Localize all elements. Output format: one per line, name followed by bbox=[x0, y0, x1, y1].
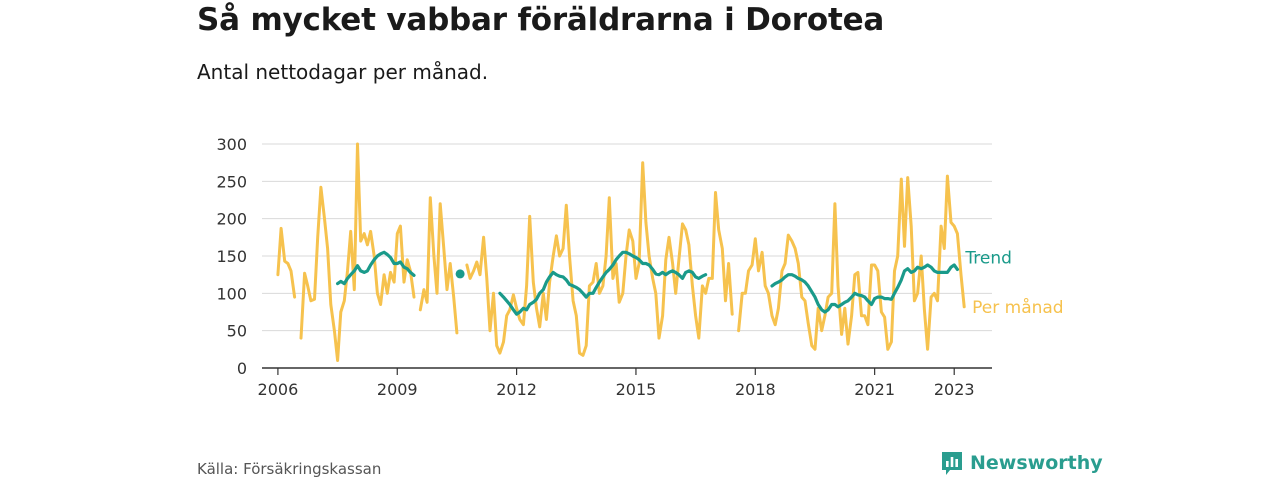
trend-point bbox=[455, 269, 465, 279]
newsworthy-logo-icon bbox=[942, 452, 962, 475]
monthly-series-line bbox=[465, 161, 734, 357]
trend-series-label: Trend bbox=[964, 248, 1012, 268]
monthly-series-label: Per månad bbox=[972, 297, 1063, 318]
y-tick-label: 100 bbox=[216, 284, 247, 303]
monthly-series-line bbox=[418, 196, 459, 335]
source-note: Källa: Försäkringskassan bbox=[197, 460, 382, 478]
y-tick-label: 50 bbox=[227, 322, 247, 341]
x-tick-label: 2018 bbox=[735, 380, 776, 399]
x-tick-label: 2012 bbox=[496, 380, 537, 399]
chart-title: Så mycket vabbar föräldrarna i Dorotea bbox=[197, 2, 885, 38]
y-tick-label: 150 bbox=[216, 247, 247, 266]
x-tick-label: 2015 bbox=[616, 380, 657, 399]
x-tick-label: 2006 bbox=[258, 380, 299, 399]
monthly-series-line bbox=[276, 226, 297, 299]
x-axis-ticks: 2006 2009 2012 2015 2018 2021 2023 bbox=[258, 367, 992, 399]
monthly-series-line bbox=[737, 174, 966, 351]
y-tick-label: 250 bbox=[216, 172, 247, 191]
x-tick-label: 2009 bbox=[377, 380, 418, 399]
x-tick-label: 2023 bbox=[934, 380, 975, 399]
series-labels: Per månad Trend bbox=[964, 248, 1063, 317]
y-tick-label: 300 bbox=[216, 135, 247, 154]
series-lines bbox=[276, 142, 966, 362]
brand-name: Newsworthy bbox=[970, 452, 1103, 474]
brand-logo[interactable]: Newsworthy bbox=[940, 450, 1103, 476]
monthly-series-line bbox=[299, 142, 416, 362]
y-tick-label: 200 bbox=[216, 210, 247, 229]
chart-subtitle: Antal nettodagar per månad. bbox=[197, 60, 489, 84]
y-axis-ticks: 0 50 100 150 200 250 300 bbox=[216, 135, 247, 378]
trend-series-line bbox=[336, 250, 416, 286]
trend-series-line bbox=[498, 250, 708, 316]
x-tick-label: 2021 bbox=[854, 380, 895, 399]
trend-series-line bbox=[770, 263, 959, 314]
y-tick-label: 0 bbox=[237, 359, 247, 378]
